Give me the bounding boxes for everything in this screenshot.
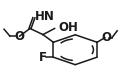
Text: O: O	[14, 30, 24, 43]
Text: F: F	[39, 51, 47, 64]
Text: O: O	[102, 31, 112, 44]
Text: HN: HN	[35, 10, 55, 23]
Text: OH: OH	[59, 21, 78, 34]
